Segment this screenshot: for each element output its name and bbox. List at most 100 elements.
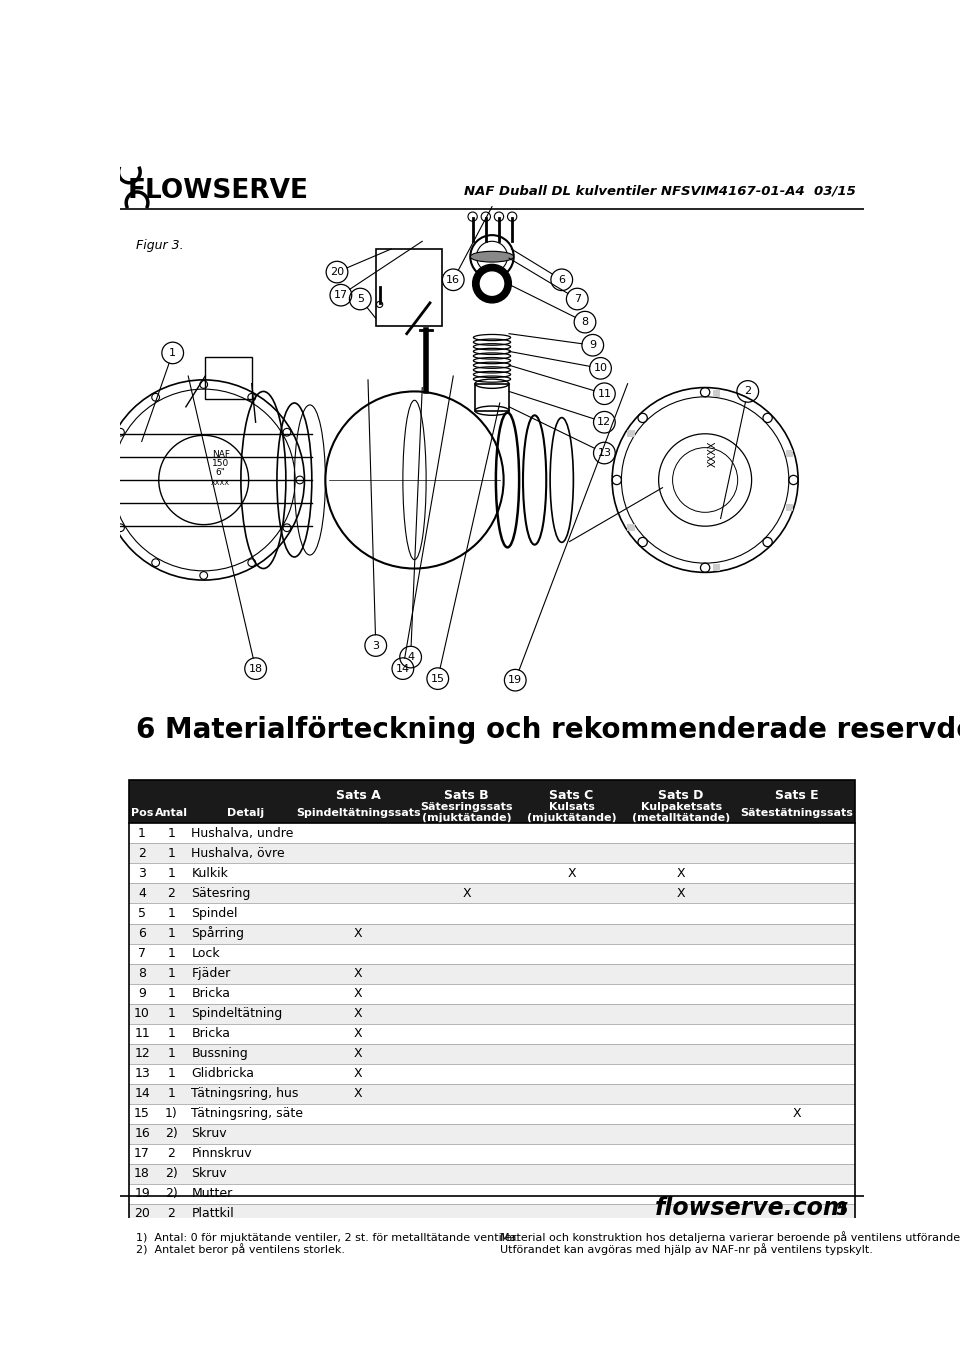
Text: X: X [354,967,363,980]
Text: 19: 19 [508,675,522,684]
Text: 2): 2) [165,1187,178,1201]
Text: 1: 1 [168,927,176,941]
Text: 17: 17 [334,290,348,300]
Text: 12: 12 [597,418,612,427]
Bar [130,864,854,883]
Text: 1: 1 [168,908,176,920]
Text: 9: 9 [589,341,596,350]
Text: X: X [354,1047,363,1060]
Text: Glidbricka: Glidbricka [191,1068,254,1080]
Text: X: X [354,1068,363,1080]
Bar [628,524,634,530]
Text: Pinnskruv: Pinnskruv [191,1147,252,1161]
Text: Spindeltätning: Spindeltätning [191,1008,282,1020]
Text: 4: 4 [138,887,146,899]
Bar [130,943,854,964]
Text: 3: 3 [372,641,379,650]
Text: XXXX: XXXX [211,479,230,486]
Text: 6": 6" [216,468,226,478]
Text: Tätningsring, hus: Tätningsring, hus [191,1087,299,1101]
Text: Pos: Pos [131,808,154,817]
Text: Kulsats
(mjuktätande): Kulsats (mjuktätande) [527,802,616,823]
Text: 6: 6 [559,275,565,285]
Text: 16: 16 [446,275,460,285]
Bar [130,780,854,1224]
Text: Spårring: Spårring [191,927,244,941]
Text: NAF Duball DL kulventiler NFSVIM4167-01-A4  03/15: NAF Duball DL kulventiler NFSVIM4167-01-… [465,185,856,197]
Bar [130,823,854,843]
Circle shape [472,264,512,303]
Text: 2: 2 [138,847,146,860]
Text: 15: 15 [431,674,444,683]
Text: X: X [354,1008,363,1020]
Text: X: X [354,927,363,941]
Text: 7: 7 [138,947,146,960]
Text: 19: 19 [134,1187,150,1201]
Text: 1: 1 [168,1068,176,1080]
Text: 5: 5 [836,1201,849,1218]
Text: Kulkik: Kulkik [191,867,228,880]
Text: Bussning: Bussning [191,1047,248,1060]
Bar [130,1084,854,1103]
Text: Sats E: Sats E [775,789,818,802]
Bar [130,843,854,864]
Text: 150: 150 [212,459,229,468]
Text: 9: 9 [138,987,146,1001]
Text: 20: 20 [134,1207,150,1220]
Text: 1: 1 [169,348,177,357]
Text: FLOWSERVE: FLOWSERVE [128,178,309,204]
Text: Sats A: Sats A [336,789,381,802]
Text: 6: 6 [138,927,146,941]
Text: 1: 1 [138,827,146,841]
Text: 1: 1 [168,1027,176,1040]
Text: Skruv: Skruv [191,1127,227,1140]
Circle shape [480,272,504,296]
Bar [130,780,854,823]
Text: Bricka: Bricka [191,987,230,1001]
Text: X: X [677,887,685,899]
Text: 2: 2 [168,887,176,899]
Text: X: X [354,1027,363,1040]
Text: Spindeltätningssats: Spindeltätningssats [296,808,420,817]
Text: X: X [463,887,471,899]
Text: Figur 3.: Figur 3. [135,238,183,252]
Bar [130,964,854,983]
Text: Sätesringssats
(mjuktätande): Sätesringssats (mjuktätande) [420,802,513,823]
Text: flowserve.com: flowserve.com [655,1195,849,1220]
Text: Kulpaketsats
(metalltätande): Kulpaketsats (metalltätande) [632,802,731,823]
Text: 6 Materialförteckning och rekommenderade reservdelssatser: 6 Materialförteckning och rekommenderade… [135,716,960,745]
Bar [130,983,854,1003]
Text: X: X [354,1087,363,1101]
Text: 1: 1 [168,1047,176,1060]
Text: Sätestätningssats: Sätestätningssats [740,808,853,817]
Text: 10: 10 [134,1008,150,1020]
Bar [130,1064,854,1084]
Text: 1): 1) [165,1108,178,1120]
Text: 1: 1 [168,947,176,960]
Text: 1: 1 [168,967,176,980]
Text: 1: 1 [168,827,176,841]
Bar [786,450,792,456]
Text: 16: 16 [134,1127,150,1140]
Text: Tätningsring, säte: Tätningsring, säte [191,1108,303,1120]
Text: 17: 17 [134,1147,150,1161]
Text: XXXX: XXXX [708,439,718,467]
Bar [130,1124,854,1143]
Text: 13: 13 [134,1068,150,1080]
Text: 10: 10 [593,363,608,374]
Text: 3: 3 [138,867,146,880]
Text: 11: 11 [134,1027,150,1040]
Text: 5: 5 [357,294,364,304]
Text: 15: 15 [134,1108,150,1120]
Text: 2: 2 [744,386,752,397]
Bar [130,924,854,943]
Bar [786,504,792,511]
Bar [130,1164,854,1184]
Text: 7: 7 [574,294,581,304]
Text: Hushalva, övre: Hushalva, övre [191,847,285,860]
Text: 2)  Antalet beror på ventilens storlek.: 2) Antalet beror på ventilens storlek. [135,1243,345,1255]
Text: Hushalva, undre: Hushalva, undre [191,827,294,841]
Text: 2: 2 [168,1147,176,1161]
Text: Utförandet kan avgöras med hjälp av NAF-nr på ventilens typskylt.: Utförandet kan avgöras med hjälp av NAF-… [500,1243,873,1255]
Text: Lock: Lock [191,947,220,960]
